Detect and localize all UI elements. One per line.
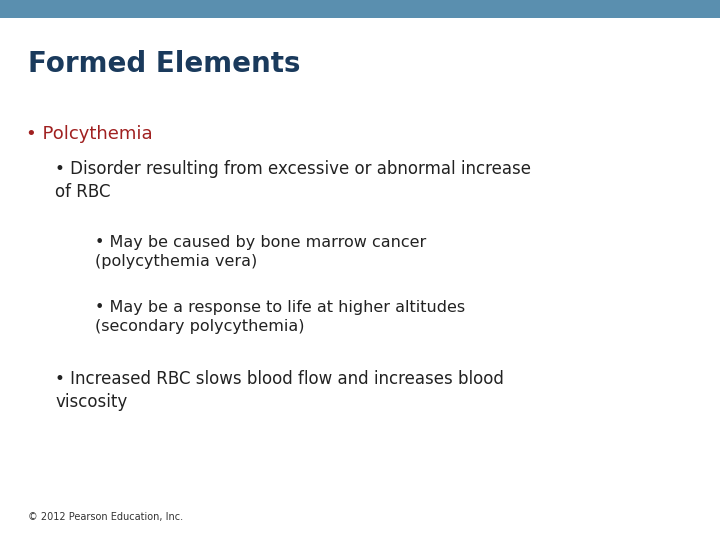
Text: • Disorder resulting from excessive or abnormal increase
of RBC: • Disorder resulting from excessive or a… (55, 160, 531, 201)
Text: Formed Elements: Formed Elements (28, 50, 300, 78)
Text: • May be a response to life at higher altitudes
(secondary polycythemia): • May be a response to life at higher al… (95, 300, 465, 334)
FancyBboxPatch shape (0, 0, 720, 18)
Text: • May be caused by bone marrow cancer
(polycythemia vera): • May be caused by bone marrow cancer (p… (95, 235, 426, 269)
Text: • Polcythemia: • Polcythemia (26, 125, 153, 143)
Text: © 2012 Pearson Education, Inc.: © 2012 Pearson Education, Inc. (28, 512, 183, 522)
Text: • Increased RBC slows blood flow and increases blood
viscosity: • Increased RBC slows blood flow and inc… (55, 370, 504, 411)
